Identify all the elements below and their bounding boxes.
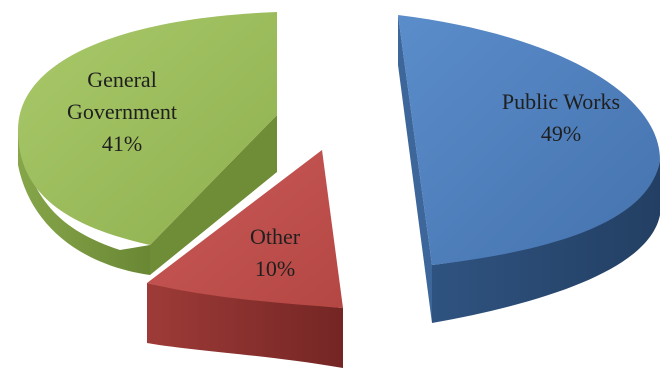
label-public-works: Public Works 49% — [502, 89, 620, 146]
slice-general-government-side — [18, 130, 150, 275]
slice-other-side — [147, 283, 343, 368]
slice-public-works — [398, 15, 660, 323]
label-general-government-pct: 41% — [102, 131, 142, 156]
label-general-government-line-1: General — [87, 67, 157, 92]
slice-general-government — [18, 12, 277, 275]
label-other: Other 10% — [250, 224, 301, 281]
slice-public-works-top — [398, 15, 660, 265]
slice-public-works-inner-face — [398, 15, 432, 323]
slice-public-works-side — [432, 160, 660, 323]
label-public-works-line-1: Public Works — [502, 89, 620, 114]
label-other-pct: 10% — [255, 256, 295, 281]
slice-general-government-top — [18, 12, 277, 245]
slice-other-top — [147, 150, 343, 308]
label-public-works-pct: 49% — [541, 121, 581, 146]
label-general-government-line-2: Government — [67, 99, 177, 124]
label-other-line-1: Other — [250, 224, 301, 249]
label-general-government: General Government 41% — [67, 67, 177, 156]
slice-other — [147, 150, 343, 368]
slice-general-government-inner-face — [150, 115, 277, 275]
